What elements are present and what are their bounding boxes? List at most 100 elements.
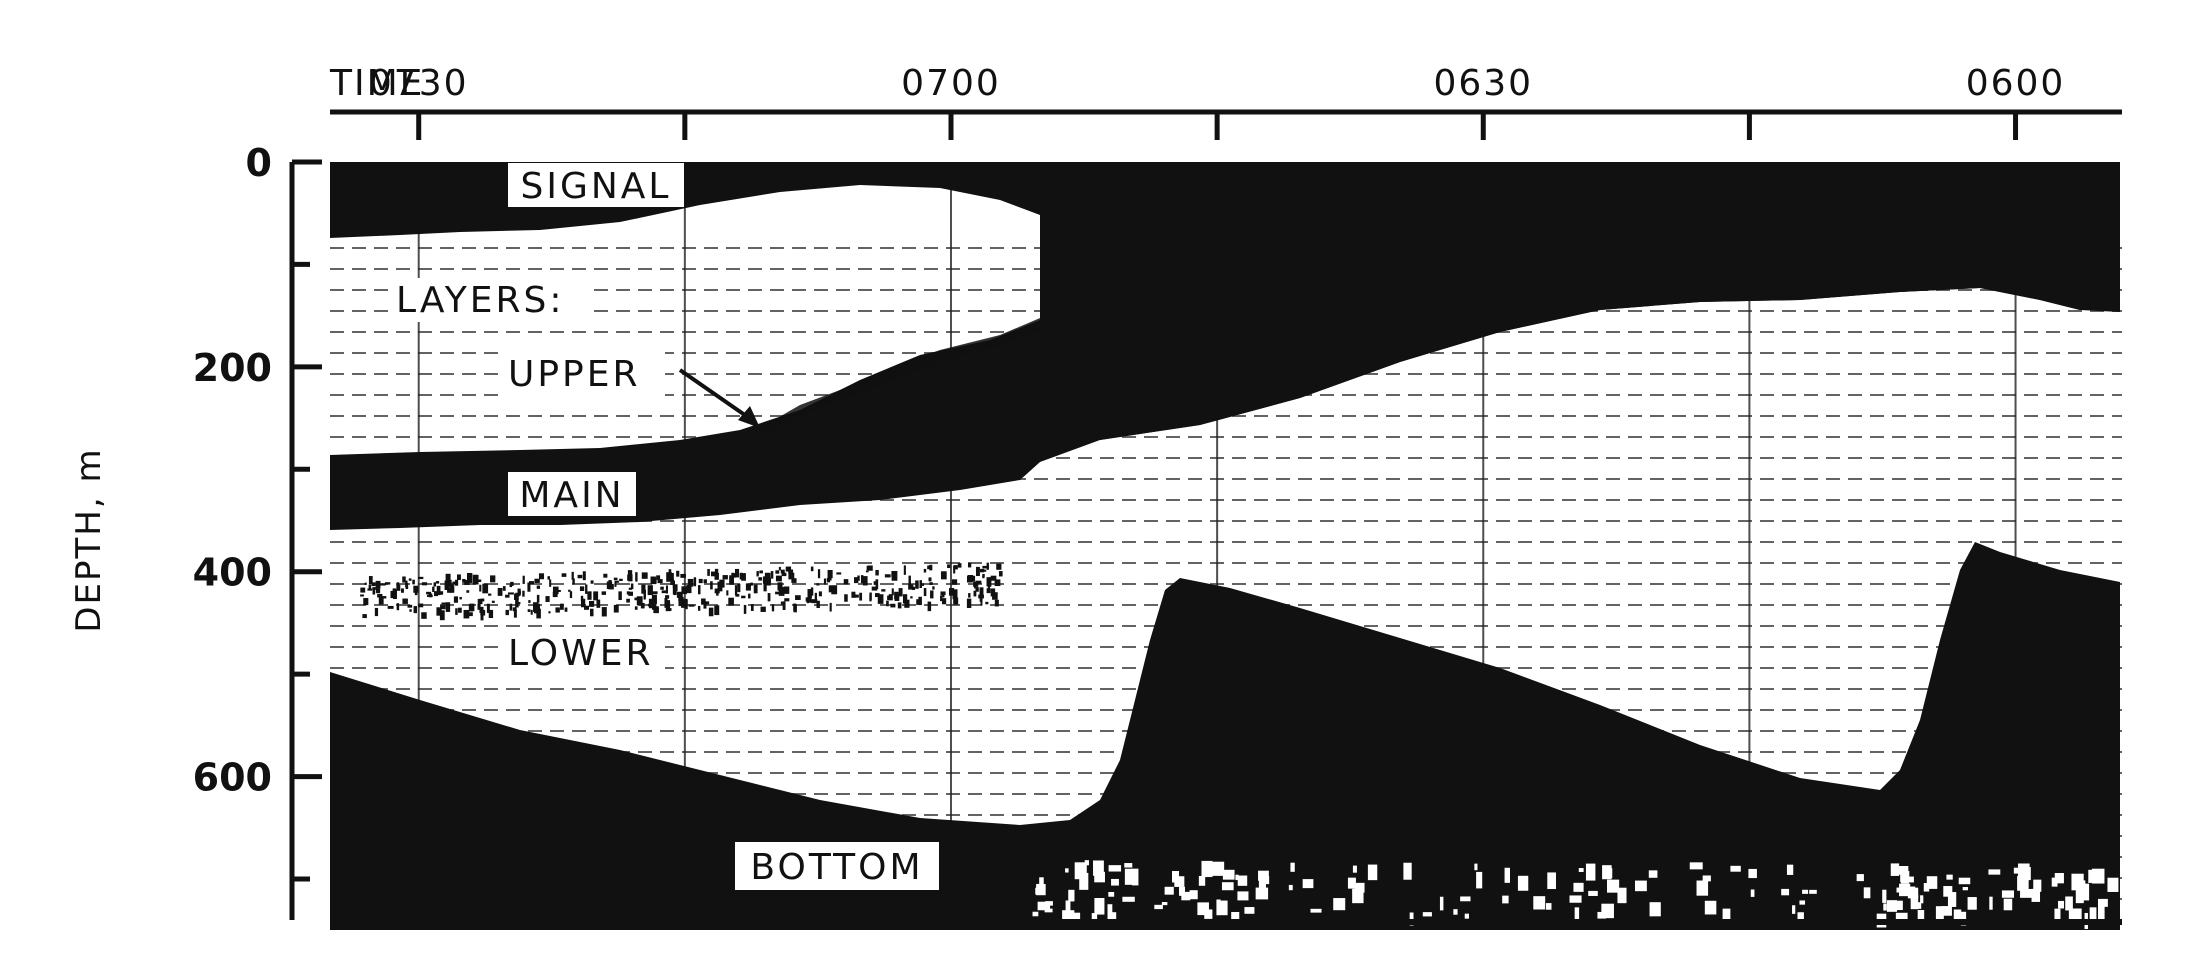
echo-gap	[1161, 902, 1168, 906]
speckle	[758, 577, 763, 581]
speckle	[978, 594, 984, 599]
speckle	[527, 609, 531, 612]
time-tick-label: 0630	[1433, 63, 1533, 104]
speckle	[627, 574, 631, 581]
echo-gap	[1962, 886, 1968, 891]
speckle	[375, 580, 381, 589]
speckle	[572, 578, 575, 585]
speckle	[698, 578, 703, 584]
speckle	[445, 602, 451, 612]
echo-gap	[1453, 909, 1458, 915]
echo-gap	[1258, 878, 1266, 894]
speckle	[522, 590, 525, 597]
speckle	[412, 579, 415, 585]
speckle	[580, 598, 586, 608]
echo-gap	[1079, 872, 1089, 890]
speckle	[745, 583, 751, 591]
speckle	[490, 575, 496, 583]
echo-gap	[1597, 911, 1606, 919]
speckle	[447, 588, 453, 593]
speckle	[364, 582, 367, 585]
echo-gap	[1748, 868, 1757, 879]
echo-gap	[1354, 882, 1365, 893]
echo-gap	[1958, 877, 1971, 885]
speckle	[413, 606, 417, 614]
echo-gap	[1923, 883, 1930, 892]
speckle	[703, 601, 707, 609]
speckle	[975, 580, 982, 584]
speckle	[505, 594, 510, 598]
speckle	[680, 573, 686, 578]
speckle	[701, 598, 706, 605]
speckle	[455, 608, 458, 615]
speckle	[750, 582, 753, 586]
echo-gap	[1045, 901, 1053, 906]
echo-gap	[1094, 871, 1105, 883]
speckle	[894, 591, 899, 600]
speckle	[865, 570, 869, 573]
speckle	[584, 605, 590, 610]
speckle	[481, 598, 485, 602]
speckle	[439, 610, 445, 621]
speckle	[368, 576, 373, 585]
speckle	[683, 599, 688, 604]
depth-axis-label: DEPTH, m	[69, 447, 109, 632]
speckle	[764, 576, 770, 581]
speckle	[979, 568, 985, 573]
speckle	[891, 588, 894, 596]
speckle	[634, 597, 640, 601]
speckle	[916, 599, 922, 605]
depth-tick-label: 0	[246, 141, 272, 185]
speckle	[545, 596, 550, 602]
signal-label-box	[508, 163, 684, 207]
echo-gap	[1947, 892, 1957, 907]
echo-gap	[1704, 900, 1717, 915]
speckle	[996, 563, 1002, 570]
echo-gap	[1310, 908, 1322, 913]
speckle	[923, 588, 927, 597]
echo-gap	[1907, 887, 1919, 899]
speckle	[377, 593, 383, 598]
speckle	[770, 571, 774, 579]
echo-gap	[1122, 896, 1135, 902]
speckle	[417, 576, 424, 580]
speckle	[449, 579, 452, 586]
speckle	[785, 566, 790, 572]
speckle	[627, 570, 633, 579]
echo-gap	[1212, 861, 1225, 876]
speckle	[929, 582, 933, 585]
echo-gap	[1175, 878, 1183, 883]
speckle	[488, 593, 492, 596]
echo-gap	[1943, 886, 1953, 897]
speckle	[753, 584, 758, 594]
echo-gap	[1799, 900, 1806, 905]
echo-gap	[1502, 895, 1509, 904]
echo-gap	[1920, 895, 1924, 904]
echo-gap	[1588, 890, 1598, 896]
echo-gap	[1988, 869, 2001, 875]
speckle	[952, 589, 958, 600]
speckle	[512, 607, 517, 612]
speckle	[710, 581, 713, 590]
speckle	[777, 582, 783, 591]
main-label: MAIN	[519, 475, 624, 516]
speckle	[966, 598, 972, 608]
speckle	[396, 603, 400, 611]
speckle	[859, 592, 863, 601]
speckle	[433, 582, 437, 587]
echo-gap	[1439, 896, 1444, 911]
speckle	[476, 579, 482, 582]
speckle	[374, 607, 379, 617]
speckle	[829, 602, 832, 612]
speckle	[517, 588, 521, 596]
speckle	[669, 572, 674, 582]
speckle	[867, 565, 873, 571]
echo-gap	[1235, 874, 1239, 881]
time-tick-label: 0730	[369, 63, 469, 104]
speckle	[737, 583, 741, 593]
speckle	[759, 570, 763, 574]
echo-gap	[1237, 875, 1248, 886]
speckle	[571, 571, 574, 580]
signal-label: SIGNAL	[521, 166, 672, 207]
speckle	[463, 609, 470, 619]
